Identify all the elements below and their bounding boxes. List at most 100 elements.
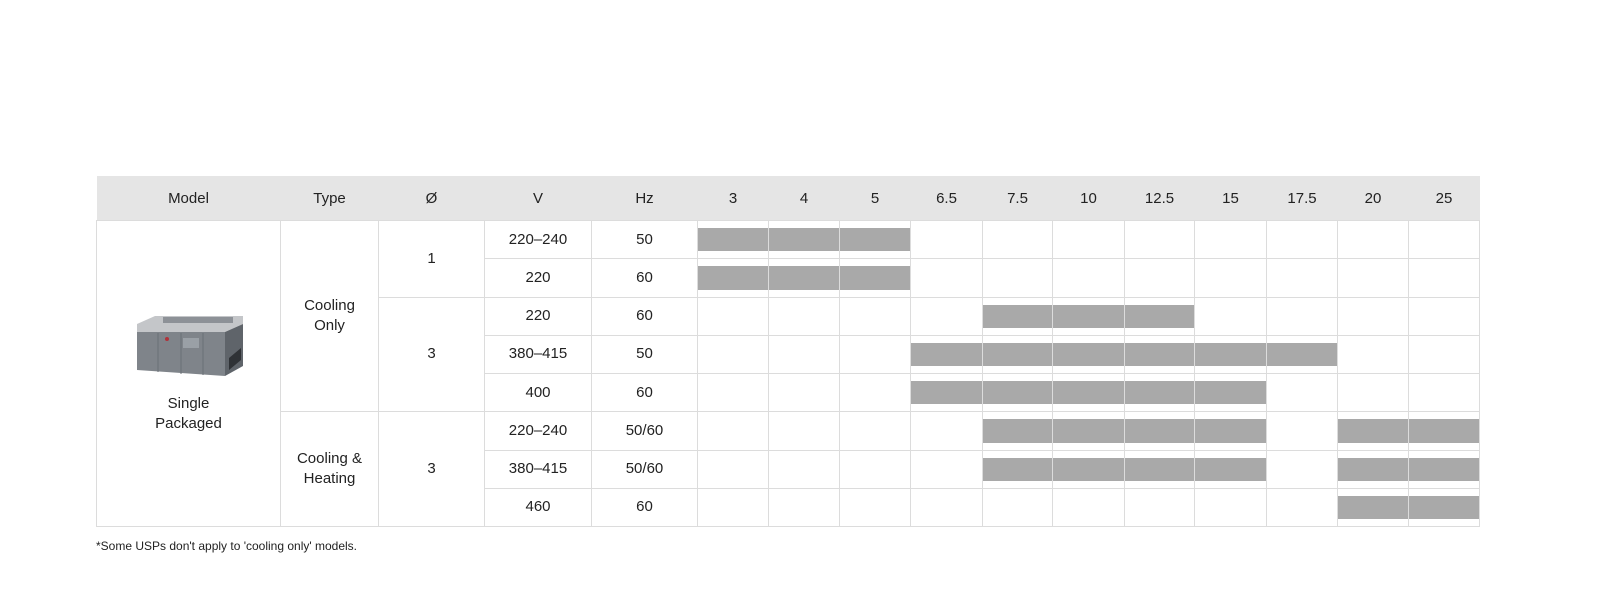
capacity-bar [982,449,1053,489]
capacity-bar [697,219,769,260]
capacity-cell [839,334,911,375]
model-name: Single Packaged [155,394,222,432]
capacity-cell [1408,372,1480,413]
spec-table: Model Type Ø V Hz 3 4 5 6.5 7.5 10 12.5 15 17.5 2… [96,176,1480,528]
voltage-cell: 400 [484,372,592,413]
capacity-bar [1408,411,1480,451]
header-capacity: 25 [1408,176,1480,221]
capacity-bar [1337,449,1409,489]
header-capacity: 12.5 [1124,176,1195,221]
capacity-cell [1337,219,1409,260]
capacity-cell [1337,258,1409,298]
capacity-cell [982,219,1053,260]
capacity-cell [982,258,1053,298]
capacity-cell [839,487,911,528]
capacity-cell [910,487,983,528]
capacity-cell [1266,372,1338,413]
header-capacity: 3 [697,176,769,221]
voltage-cell: 460 [484,487,592,528]
header-capacity: 20 [1337,176,1409,221]
type-label: Cooling & Heating [296,450,363,488]
capacity-cell [1337,334,1409,375]
capacity-cell [768,449,840,489]
capacity-bar [982,372,1053,413]
capacity-cell [768,411,840,451]
table-row: 400 60 [97,372,1480,413]
capacity-bar [1408,449,1480,489]
capacity-cell [910,449,983,489]
capacity-bar [1194,334,1267,375]
single-packaged-rooftop-unit-image [136,315,243,376]
header-type: Type [280,176,379,221]
header-phase: Ø [378,176,485,221]
capacity-cell [768,487,840,528]
type-cell: Cooling Only [280,219,379,413]
capacity-cell [697,411,769,451]
header-model: Model [96,176,281,221]
capacity-bar [1408,487,1480,528]
capacity-cell [910,411,983,451]
header-voltage: V [484,176,592,221]
model-cell: Single Packaged [96,220,281,527]
capacity-bar [1052,334,1125,375]
capacity-cell [768,372,840,413]
frequency-cell: 50/60 [591,449,698,489]
capacity-cell [1052,258,1125,298]
voltage-cell: 380–415 [484,449,592,489]
frequency-cell: 60 [591,487,698,528]
header-capacity: 4 [768,176,840,221]
header-capacity: 15 [1194,176,1267,221]
phase-cell: 1 [378,220,485,298]
phase-cell: 3 [378,411,485,527]
header-capacity: 17.5 [1266,176,1338,221]
capacity-cell [1124,219,1195,260]
table-body: Single Packaged Cooling Only 1 220–240 50 220… [96,219,1480,528]
capacity-bar [1124,372,1195,413]
capacity-cell [1052,487,1125,528]
frequency-cell: 50/60 [591,411,698,451]
capacity-cell [1266,487,1338,528]
capacity-bar [1052,449,1125,489]
capacity-bar [697,258,769,298]
voltage-cell: 220–240 [484,219,592,260]
capacity-bar [768,258,840,298]
type-label: Cooling Only [304,297,355,335]
capacity-bar [839,219,911,260]
capacity-cell [1194,258,1267,298]
voltage-cell: 220 [484,258,592,298]
frequency-cell: 60 [591,296,698,336]
capacity-bar [1052,372,1125,413]
frequency-cell: 60 [591,258,698,298]
capacity-bar [1337,487,1409,528]
capacity-cell [1266,449,1338,489]
capacity-cell [1408,296,1480,336]
capacity-cell [1266,411,1338,451]
table-row: 380–415 50 [97,334,1480,375]
capacity-cell [1337,296,1409,336]
capacity-cell [1194,219,1267,260]
capacity-cell [768,296,840,336]
header-frequency: Hz [591,176,698,221]
frequency-cell: 50 [591,219,698,260]
capacity-cell [1266,258,1338,298]
capacity-cell [1408,258,1480,298]
capacity-cell [839,449,911,489]
header-capacity: 5 [839,176,911,221]
capacity-bar [1052,411,1125,451]
capacity-cell [1408,219,1480,260]
table-row: Single Packaged Cooling Only 1 220–240 50 [96,219,1480,527]
capacity-bar [1194,372,1267,413]
capacity-bar [1124,449,1195,489]
capacity-bar [839,258,911,298]
capacity-cell [1337,372,1409,413]
capacity-cell [1124,487,1195,528]
capacity-bar [1052,296,1125,336]
capacity-bar [1124,296,1195,336]
capacity-cell [910,296,983,336]
capacity-bar [982,334,1053,375]
voltage-cell: 220 [484,296,592,336]
capacity-cell [1052,219,1125,260]
capacity-cell [697,296,769,336]
capacity-cell [1408,334,1480,375]
capacity-bar [1194,449,1267,489]
